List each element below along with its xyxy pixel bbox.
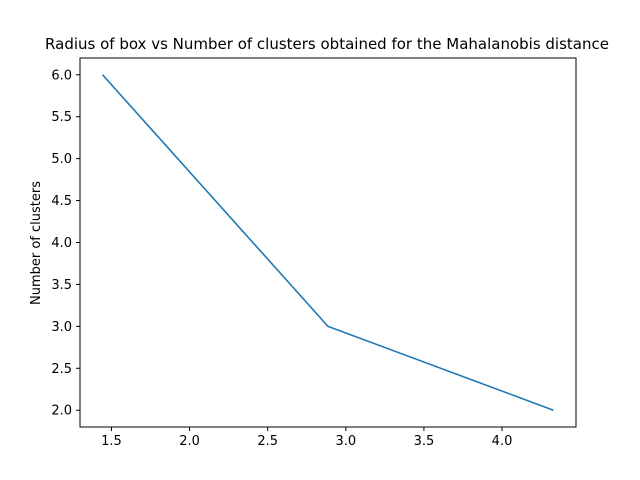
y-tick-label: 5.0 [51,152,72,167]
y-tick-label: 3.5 [51,278,72,293]
x-tick-label: 1.5 [101,434,122,449]
series-layer [101,74,554,411]
x-axis-ticks: 1.5 2.0 2.5 3.0 3.5 4.0 [101,427,512,449]
y-tick-label: 3.0 [51,320,72,335]
chart-title: Radius of box vs Number of clusters obta… [45,35,609,53]
y-tick-label: 4.5 [51,194,72,209]
x-tick-label: 3.0 [335,434,356,449]
x-tick-label: 4.0 [492,434,513,449]
y-tick-label: 6.0 [51,68,72,83]
y-tick-label: 5.5 [51,110,72,125]
y-axis-label: Number of clusters [29,181,44,305]
x-tick-label: 3.5 [414,434,435,449]
x-tick-label: 2.5 [257,434,278,449]
x-tick-label: 2.0 [179,434,200,449]
plot-frame [79,57,577,428]
y-tick-label: 2.5 [51,362,72,377]
y-tick-label: 4.0 [51,236,72,251]
series-line [101,74,554,411]
y-tick-label: 2.0 [51,404,72,419]
y-axis-ticks: 2.0 2.5 3.0 3.5 4.0 4.5 5.0 5.5 6.0 [51,68,80,419]
